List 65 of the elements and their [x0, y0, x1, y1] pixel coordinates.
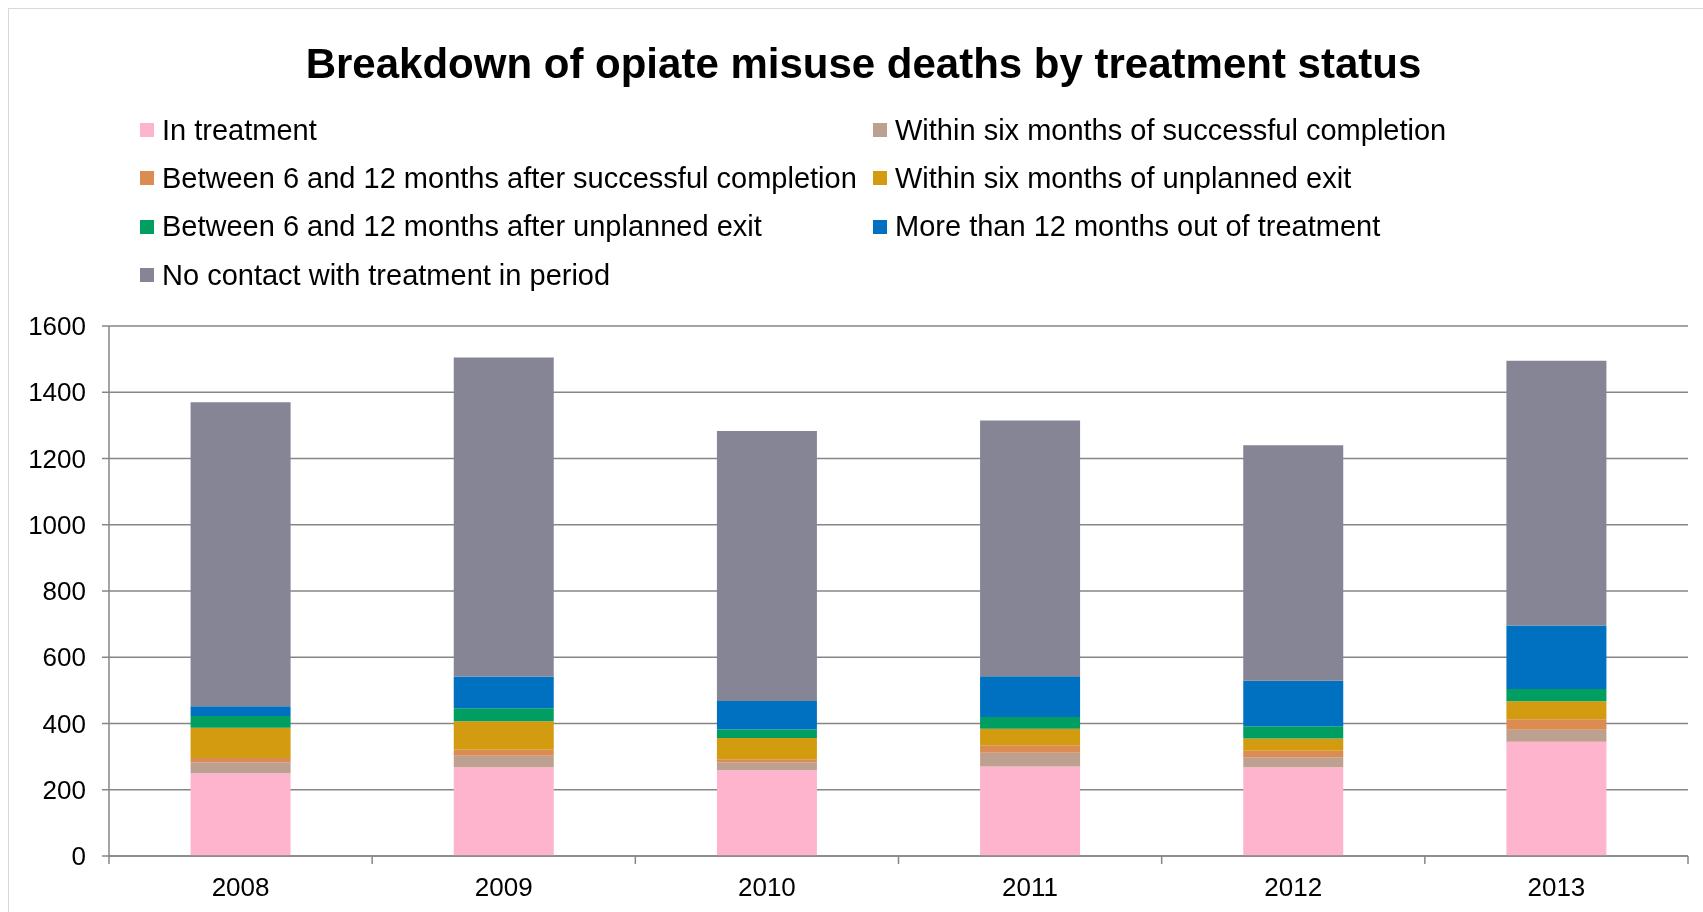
- bar: [453, 755, 554, 768]
- bar: [190, 402, 291, 707]
- bar: [1506, 719, 1607, 730]
- x-tick-label: 2010: [737, 872, 796, 902]
- y-tick-label: 800: [42, 576, 86, 607]
- bar: [1506, 689, 1607, 702]
- bar: [980, 716, 1081, 729]
- bar: [453, 721, 554, 750]
- y-tick-label: 600: [42, 642, 86, 673]
- bar: [1506, 741, 1607, 856]
- y-tick-label: 400: [42, 708, 86, 739]
- bar: [716, 762, 817, 771]
- legend-label: In treatment: [162, 113, 317, 147]
- bar: [190, 757, 291, 763]
- bar: [716, 759, 817, 763]
- bar: [980, 676, 1081, 717]
- bar: [716, 729, 817, 739]
- bar: [1243, 738, 1344, 751]
- bar: [453, 357, 554, 677]
- x-tick-label: 2008: [211, 872, 270, 902]
- bar: [1243, 726, 1344, 739]
- y-tick-label: 0: [71, 841, 86, 872]
- bar: [980, 745, 1081, 753]
- chart-title: Breakdown of opiate misuse deaths by treatment status: [304, 40, 1423, 88]
- bar: [1506, 729, 1607, 742]
- bar: [453, 676, 554, 709]
- legend-label: More than 12 months out of treatment: [895, 210, 1381, 244]
- bar: [190, 727, 291, 758]
- bar: [453, 749, 554, 756]
- bar: [190, 762, 291, 774]
- legend-label: No contact with treatment in period: [162, 258, 611, 292]
- bar: [453, 708, 554, 722]
- x-tick-label: 2013: [1527, 872, 1586, 902]
- bar: [980, 752, 1081, 767]
- bar: [1506, 701, 1607, 720]
- legend-label: Between 6 and 12 months after unplanned exit: [162, 210, 762, 244]
- y-tick-label: 1600: [28, 311, 86, 342]
- x-tick-label: 2012: [1264, 872, 1323, 902]
- y-tick-label: 1000: [28, 509, 86, 540]
- bar: [716, 700, 817, 730]
- bar: [1243, 750, 1344, 758]
- bar: [1506, 625, 1607, 690]
- legend-label: Between 6 and 12 months after successful completion: [162, 161, 857, 195]
- bar: [1243, 767, 1344, 856]
- bar: [980, 728, 1081, 746]
- bar: [716, 770, 817, 856]
- bar: [716, 431, 817, 701]
- y-tick-label: 1200: [28, 443, 86, 474]
- bar: [1506, 360, 1607, 626]
- legend-label: Within six months of unplanned exit: [895, 161, 1352, 195]
- bar: [190, 715, 291, 728]
- bar: [1243, 445, 1344, 681]
- y-tick-label: 200: [42, 774, 86, 805]
- bar: [1243, 757, 1344, 768]
- x-tick-label: 2011: [1002, 872, 1059, 902]
- bar: [190, 706, 291, 716]
- bar: [980, 766, 1081, 856]
- y-tick-label: 1400: [28, 377, 86, 408]
- legend-label: Within six months of successful completion: [895, 113, 1447, 147]
- bar: [190, 773, 291, 856]
- bar: [980, 420, 1081, 677]
- bar: [1243, 680, 1344, 727]
- x-tick-label: 2009: [474, 872, 533, 902]
- bar: [716, 738, 817, 760]
- bar: [453, 767, 554, 856]
